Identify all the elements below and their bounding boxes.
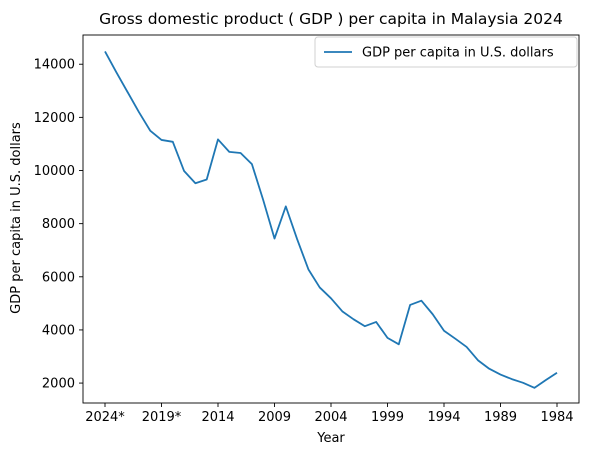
data-point	[409, 303, 412, 306]
data-point	[284, 205, 287, 208]
data-point	[330, 297, 333, 300]
plot-area: 2000 4000 6000 8000 10000 12000 14000 2024* 2019…	[34, 34, 580, 425]
x-tick-label: 2024*	[85, 410, 125, 425]
data-point	[273, 237, 276, 240]
data-point	[454, 337, 457, 340]
data-point	[307, 268, 310, 271]
x-tick-label: 1989	[484, 410, 517, 425]
data-point	[296, 238, 299, 241]
data-point	[363, 325, 366, 328]
data-point	[194, 182, 197, 185]
legend-box	[314, 36, 578, 68]
data-point	[262, 199, 265, 202]
x-axis-label: Year	[316, 431, 345, 446]
data-point	[137, 111, 140, 114]
data-point	[510, 378, 513, 381]
y-axis-label: GDP per capita in U.S. dollars	[9, 122, 24, 314]
data-point	[104, 50, 107, 53]
data-point	[488, 367, 491, 370]
data-point	[386, 336, 389, 339]
y-tick-label: 14000	[34, 58, 75, 73]
data-point	[522, 381, 525, 384]
data-point	[115, 71, 118, 74]
data-point	[375, 320, 378, 323]
y-tick-label: 4000	[42, 323, 75, 338]
series-line	[104, 51, 558, 389]
data-point	[250, 163, 253, 166]
data-point	[476, 359, 479, 362]
data-point	[205, 178, 208, 181]
data-point	[149, 129, 152, 132]
data-point	[431, 313, 434, 316]
data-point	[544, 379, 547, 382]
x-tick-label: 2019*	[142, 410, 182, 425]
x-tick-label: 1984	[540, 410, 573, 425]
x-tick-label: 2004	[314, 410, 347, 425]
plot-frame	[82, 34, 580, 404]
legend-entry-label: GDP per capita in U.S. dollars	[362, 46, 554, 61]
x-tick-label: 2009	[258, 410, 291, 425]
data-point	[499, 373, 502, 376]
data-point	[217, 138, 220, 141]
data-point	[556, 371, 559, 374]
data-point	[341, 310, 344, 313]
data-point	[318, 286, 321, 289]
legend: GDP per capita in U.S. dollars	[314, 36, 578, 68]
data-point	[160, 138, 163, 141]
y-tick-label: 6000	[42, 270, 75, 285]
y-tick-label: 8000	[42, 217, 75, 232]
data-point	[533, 386, 536, 389]
data-point	[228, 150, 231, 153]
data-point	[126, 91, 129, 94]
data-point	[239, 151, 242, 154]
y-tick-label: 12000	[34, 111, 75, 126]
y-tick-label: 10000	[34, 164, 75, 179]
data-point	[183, 170, 186, 173]
data-point	[397, 343, 400, 346]
data-point	[443, 329, 446, 332]
data-point	[420, 299, 423, 302]
x-tick-label: 1994	[427, 410, 460, 425]
data-point	[465, 345, 468, 348]
data-point	[352, 318, 355, 321]
x-tick-label: 1999	[371, 410, 404, 425]
y-tick-label: 2000	[42, 377, 75, 392]
x-tick-label: 2014	[201, 410, 234, 425]
data-point	[171, 140, 174, 143]
chart-title: Gross domestic product ( GDP ) per capit…	[99, 10, 563, 28]
